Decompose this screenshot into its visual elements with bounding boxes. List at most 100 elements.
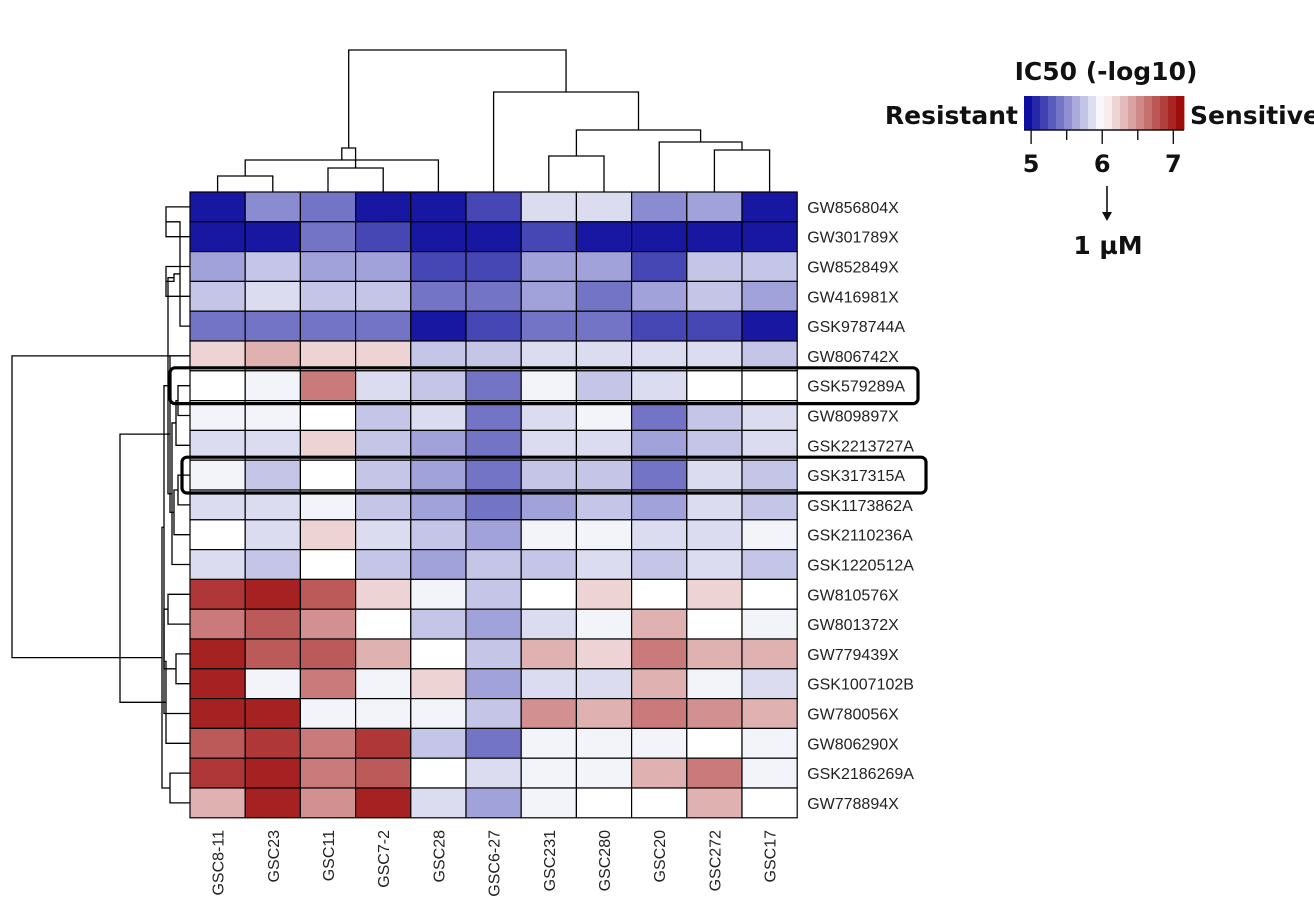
heatmap-cell <box>355 221 412 253</box>
row-dendrogram <box>11 206 190 804</box>
heatmap-cell <box>410 757 467 789</box>
row-label: GW852849X <box>807 260 899 277</box>
legend-swatch <box>1032 96 1041 130</box>
heatmap-cell <box>575 697 633 729</box>
heatmap-cell <box>189 280 246 312</box>
heatmap-cell <box>189 697 246 729</box>
heatmap-cell <box>355 370 412 402</box>
heatmap-cell <box>741 578 798 610</box>
heatmap-cell <box>520 370 578 402</box>
row-label: GSK1007102B <box>807 677 914 694</box>
heatmap-cell <box>465 340 522 372</box>
legend-low-label: Resistant <box>885 101 1018 130</box>
legend-swatch <box>1120 96 1129 130</box>
legend-ticks: 5 6 7 <box>1023 129 1184 178</box>
heatmap-cell <box>630 787 688 819</box>
heatmap-cell <box>299 727 357 759</box>
heatmap-cell <box>410 191 467 223</box>
heatmap-cell <box>575 221 633 253</box>
heatmap-cell <box>355 251 412 283</box>
legend-title: IC50 (-log10) <box>1015 57 1198 86</box>
heatmap-cell <box>244 578 301 610</box>
heatmap-cell <box>355 489 412 521</box>
heatmap-cell <box>741 519 798 551</box>
heatmap-cell <box>244 697 301 729</box>
heatmap-cell <box>410 429 467 461</box>
heatmap-cell <box>630 578 688 610</box>
heatmap-cell <box>244 489 301 521</box>
heatmap-cell <box>410 668 467 700</box>
heatmap-cell <box>630 459 688 491</box>
column-label: GSC231 <box>542 830 559 891</box>
heatmap-cell <box>520 638 578 670</box>
heatmap-cell <box>410 638 467 670</box>
heatmap-cell <box>686 638 743 670</box>
heatmap-cell <box>741 251 798 283</box>
dendrogram-branch <box>169 772 190 804</box>
heatmap-cell <box>630 697 688 729</box>
heatmap-cell <box>410 251 467 283</box>
legend-color-bar <box>1024 96 1185 130</box>
heatmap-cell <box>244 429 301 461</box>
heatmap-cell <box>355 191 412 223</box>
heatmap-cell <box>299 578 357 610</box>
dendrogram-branch <box>492 91 640 192</box>
heatmap-cell <box>244 757 301 789</box>
heatmap-cell <box>244 280 301 312</box>
heatmap-cell <box>355 280 412 312</box>
heatmap-cell <box>355 727 412 759</box>
heatmap-cell <box>741 489 798 521</box>
heatmap-cell <box>520 697 578 729</box>
heatmap-cell <box>686 191 743 223</box>
row-label: GW416981X <box>807 289 899 306</box>
heatmap-cell <box>189 578 246 610</box>
heatmap-cell <box>244 221 301 253</box>
column-label: GSC11 <box>321 830 338 881</box>
heatmap-cell <box>355 787 412 819</box>
legend-swatch <box>1088 96 1097 130</box>
heatmap-cell <box>244 668 301 700</box>
row-label: GSK2213727A <box>807 438 914 455</box>
heatmap-cell <box>630 251 688 283</box>
legend-arrowhead <box>1102 212 1112 221</box>
legend-swatch <box>1056 96 1065 130</box>
heatmap-cell <box>465 370 522 402</box>
heatmap-cell <box>299 697 357 729</box>
legend-swatch <box>1168 96 1177 130</box>
heatmap-cell <box>741 787 798 819</box>
heatmap-cell <box>189 400 246 432</box>
heatmap-cell <box>741 400 798 432</box>
heatmap-cell <box>465 519 522 551</box>
row-label: GW810576X <box>807 587 899 604</box>
legend-swatch <box>1128 96 1137 130</box>
heatmap-cell <box>741 727 798 759</box>
legend-swatch <box>1144 96 1153 130</box>
heatmap-cell <box>465 191 522 223</box>
heatmap-cell <box>575 757 633 789</box>
heatmap-cell <box>355 697 412 729</box>
row-label: GSK317315A <box>807 468 905 485</box>
dendrogram-branch <box>348 49 567 148</box>
legend-swatch <box>1072 96 1081 130</box>
heatmap-cell <box>686 370 743 402</box>
heatmap-cell <box>741 191 798 223</box>
heatmap-cell <box>244 370 301 402</box>
heatmap-cell <box>244 608 301 640</box>
heatmap-cell <box>575 519 633 551</box>
heatmap-cell <box>630 489 688 521</box>
heatmap-cell <box>410 280 467 312</box>
heatmap-cell <box>355 548 412 580</box>
heatmap-cell <box>520 519 578 551</box>
heatmap-cell <box>465 459 522 491</box>
row-label: GSK2186269A <box>807 766 914 783</box>
legend-swatch <box>1040 96 1049 130</box>
heatmap-cell <box>244 638 301 670</box>
heatmap-cell <box>189 310 246 342</box>
heatmap-cell <box>465 251 522 283</box>
heatmap-cell <box>299 519 357 551</box>
heatmap-cell <box>465 280 522 312</box>
heatmap-cell <box>299 191 357 223</box>
legend-swatch <box>1096 96 1105 130</box>
heatmap-cell <box>741 548 798 580</box>
heatmap-cell <box>575 310 633 342</box>
